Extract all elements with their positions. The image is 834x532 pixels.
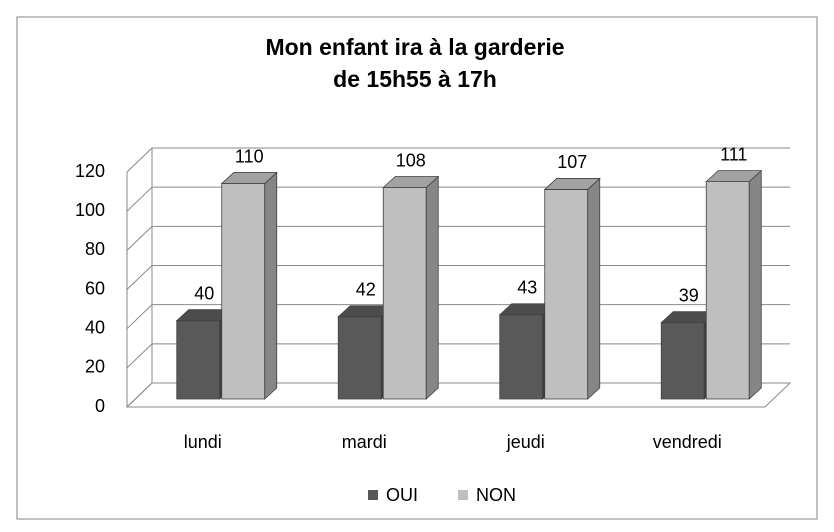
- y-tick-label: 80: [85, 239, 105, 259]
- bar: [382, 175, 440, 400]
- data-label: 43: [517, 278, 537, 298]
- bar-top: [220, 172, 278, 184]
- y-tick-label: 120: [75, 161, 105, 181]
- data-label: 42: [356, 280, 376, 300]
- data-label: 39: [679, 285, 699, 305]
- bar-side: [748, 169, 762, 400]
- data-label: 111: [720, 144, 747, 164]
- bar-front: [660, 322, 705, 400]
- bar-top: [705, 170, 763, 183]
- bar-front: [705, 181, 750, 400]
- data-label: 110: [235, 146, 264, 166]
- x-tick-label: mardi: [342, 432, 387, 452]
- chart-title: de 15h55 à 17h: [333, 66, 497, 92]
- x-tick-label: lundi: [184, 432, 222, 452]
- y-tick-label: 60: [85, 278, 105, 298]
- y-tick-label: 40: [85, 317, 105, 337]
- legend-label: NON: [476, 485, 516, 505]
- bar-side: [264, 171, 278, 400]
- bar-front: [176, 320, 221, 400]
- bar-front: [382, 187, 427, 400]
- legend-swatch: [368, 490, 378, 500]
- bar-front: [499, 314, 544, 400]
- bar-front: [337, 316, 382, 400]
- data-label: 40: [194, 283, 214, 303]
- bar: [705, 169, 763, 400]
- legend-label: OUI: [386, 485, 418, 505]
- bar-front: [221, 183, 266, 400]
- legend-swatch: [458, 490, 469, 500]
- bar-front: [544, 189, 589, 400]
- bar: [220, 171, 278, 400]
- x-tick-label: vendredi: [653, 432, 722, 452]
- y-tick-label: 20: [85, 357, 105, 377]
- chart-title: Mon enfant ira à la garderie: [265, 34, 564, 60]
- data-label: 108: [396, 150, 426, 170]
- bar-side: [425, 175, 439, 400]
- y-tick-label: 100: [75, 200, 105, 220]
- y-tick-label: 0: [95, 396, 105, 416]
- bar: [543, 177, 601, 400]
- bar-top: [543, 178, 601, 190]
- x-tick-label: jeudi: [506, 432, 545, 452]
- bar-top: [382, 176, 440, 188]
- bar-side: [587, 177, 601, 400]
- grid-line: [126, 147, 790, 173]
- data-label: 107: [557, 152, 587, 172]
